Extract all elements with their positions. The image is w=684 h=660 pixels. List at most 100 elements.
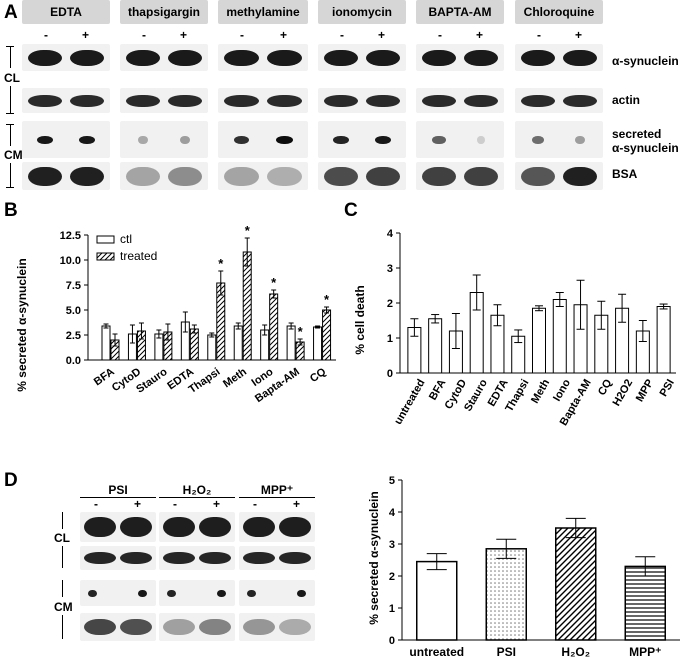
bar bbox=[428, 318, 443, 374]
blot-strip bbox=[218, 162, 308, 190]
blot-strip bbox=[80, 613, 156, 641]
significance-mark: * bbox=[298, 324, 304, 339]
blot-strip bbox=[22, 88, 110, 113]
y-tick-label: 1 bbox=[387, 333, 393, 345]
chart-d-ylabel: % secreted α-synuclein bbox=[367, 491, 381, 624]
blot-band bbox=[267, 95, 302, 107]
blot-band bbox=[70, 50, 104, 66]
x-tick-label: CQ bbox=[596, 377, 615, 398]
blot-strip bbox=[239, 613, 315, 641]
blot-band bbox=[224, 167, 259, 186]
blot-band bbox=[179, 135, 191, 144]
blot-strip bbox=[120, 162, 208, 190]
blot-strip bbox=[515, 121, 603, 158]
d-cm-label: CM bbox=[54, 600, 73, 614]
blot-band bbox=[563, 167, 597, 186]
blot-band bbox=[563, 50, 597, 66]
blot-band bbox=[126, 50, 160, 66]
d-header-rule bbox=[80, 497, 156, 498]
blot-band bbox=[84, 517, 116, 537]
y-tick-label: 0 bbox=[387, 368, 393, 380]
blot-band bbox=[521, 50, 555, 66]
bar bbox=[555, 527, 597, 641]
blot-band bbox=[279, 619, 311, 635]
blot-strip bbox=[416, 162, 504, 190]
chart-c-ylabel: % cell death bbox=[353, 285, 367, 354]
blot-band bbox=[422, 50, 456, 66]
blot-band bbox=[84, 619, 116, 635]
blot-band bbox=[224, 95, 259, 107]
blot-strip bbox=[22, 44, 110, 71]
d-blot-header: H₂O₂ bbox=[182, 483, 212, 497]
y-tick-label: 7.5 bbox=[66, 280, 81, 292]
blot-band bbox=[224, 50, 259, 66]
x-tick-label: CQ bbox=[308, 366, 329, 386]
bar-ctl bbox=[101, 325, 111, 361]
plus-sign: + bbox=[378, 28, 386, 42]
minus-sign: - bbox=[340, 28, 344, 42]
blot-band bbox=[324, 95, 358, 107]
blot-strip bbox=[159, 580, 235, 606]
bar-treated bbox=[189, 328, 199, 361]
blot-header-label: BAPTA-AM bbox=[428, 5, 492, 19]
legend-swatch bbox=[96, 235, 115, 244]
y-tick-label: 5 bbox=[389, 475, 395, 487]
blot-strip bbox=[80, 580, 156, 606]
blot-band bbox=[243, 619, 275, 635]
blot-band bbox=[120, 619, 152, 635]
blot-band bbox=[267, 50, 302, 66]
blot-band bbox=[70, 167, 104, 186]
blot-band bbox=[88, 590, 97, 597]
blot-strip bbox=[515, 162, 603, 190]
cl-label: CL bbox=[4, 71, 20, 85]
chart-d: % secreted α-synuclein 0 1 2 3 4 5 untreated PS… bbox=[367, 475, 680, 659]
blot-band bbox=[168, 167, 202, 186]
blot-band bbox=[332, 135, 350, 144]
blot-strip bbox=[239, 580, 315, 606]
blot-header: EDTA bbox=[22, 0, 110, 24]
blot-band bbox=[233, 135, 250, 144]
minus-sign: - bbox=[537, 28, 541, 42]
minus-sign: - bbox=[173, 497, 177, 511]
blot-band bbox=[70, 95, 104, 107]
bar bbox=[624, 565, 666, 641]
y-tick-label: 12.5 bbox=[60, 230, 81, 242]
y-tick-label: 2.5 bbox=[66, 330, 81, 342]
plus-sign: + bbox=[180, 28, 188, 42]
blot-strip bbox=[416, 44, 504, 71]
y-tick-label: 4 bbox=[387, 228, 394, 240]
blot-strip bbox=[239, 546, 315, 570]
blot-strip bbox=[80, 512, 156, 542]
blot-band bbox=[374, 135, 392, 144]
blot-strip bbox=[515, 88, 603, 113]
bar bbox=[416, 560, 458, 641]
d-header-rule bbox=[159, 497, 235, 498]
y-tick-label: 3 bbox=[387, 263, 393, 275]
x-tick-label: H2O2 bbox=[611, 377, 636, 408]
blot-band bbox=[163, 517, 195, 537]
blot-band bbox=[279, 552, 311, 564]
chart-b-ylabel: % secreted α-synuclein bbox=[15, 258, 29, 391]
blot-band bbox=[531, 135, 545, 144]
significance-mark: * bbox=[271, 275, 277, 290]
plus-sign: + bbox=[213, 497, 221, 511]
blot-band bbox=[574, 135, 586, 144]
y-tick-label: 10.0 bbox=[60, 255, 81, 267]
blot-band bbox=[163, 552, 195, 564]
y-tick-label: 5.0 bbox=[66, 305, 81, 317]
cm-label: CM bbox=[4, 148, 23, 162]
x-tick-label: MPP⁺ bbox=[629, 645, 661, 659]
blot-strip bbox=[318, 88, 406, 113]
y-tick-label: 3 bbox=[389, 539, 395, 551]
blot-band bbox=[28, 95, 62, 107]
plus-sign: + bbox=[293, 497, 301, 511]
x-tick-label: PSI bbox=[658, 377, 677, 398]
x-tick-label: H₂O₂ bbox=[561, 645, 590, 659]
blot-band bbox=[279, 517, 311, 537]
blot-band bbox=[168, 95, 202, 107]
blot-band bbox=[28, 167, 62, 186]
blot-header-label: methylamine bbox=[226, 5, 300, 19]
blot-band bbox=[120, 517, 152, 537]
blot-band bbox=[163, 619, 195, 635]
blot-band bbox=[297, 590, 306, 597]
